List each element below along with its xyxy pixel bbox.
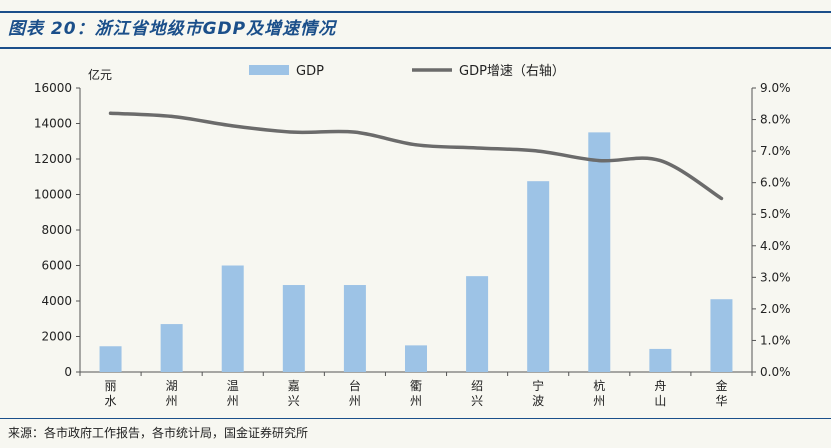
source-top-rule (0, 418, 831, 419)
gdp-growth-point (658, 159, 662, 163)
gdp-growth-point (170, 114, 174, 118)
right-axis-tick-label: 8.0% (760, 113, 791, 127)
gdp-bar (221, 265, 244, 372)
right-axis-tick-label: 9.0% (760, 81, 791, 95)
source-note: 来源：各市政府工作报告，各市统计局，国金证券研究所 (8, 426, 309, 440)
x-axis-tick-label: 舟山 (654, 379, 666, 408)
gdp-growth-line (108, 111, 724, 201)
gdp-bar (343, 285, 366, 372)
gdp-bar (466, 276, 489, 372)
left-axis-tick-label: 4000 (41, 294, 72, 308)
legend-gdp-swatch (249, 65, 289, 75)
left-axis-tick-label: 10000 (34, 188, 72, 202)
gdp-growth-point (414, 143, 418, 147)
right-axis-tick-label: 1.0% (760, 333, 791, 347)
legend-growth-label: GDP增速（右轴） (459, 64, 565, 79)
left-axis-tick-label: 2000 (41, 330, 72, 344)
left-axis-tick-label: 12000 (34, 152, 72, 166)
figure-title: 图表 20：浙江省地级市GDP及增速情况 (8, 19, 337, 39)
right-axis-tick-label: 6.0% (760, 176, 791, 190)
x-axis-tick-label: 湖州 (166, 378, 178, 408)
left-axis-tick-label: 0 (64, 365, 72, 379)
x-axis-tick-label: 衢州 (410, 379, 422, 408)
gdp-bar (527, 181, 550, 372)
x-axis-tick-label: 台州 (349, 378, 361, 408)
gdp-growth-point (292, 130, 296, 134)
gdp-growth-point (719, 196, 723, 200)
gdp-growth-point (231, 124, 235, 128)
x-axis-tick-label: 宁波 (532, 378, 544, 408)
left-axis-tick-label: 8000 (41, 223, 72, 237)
x-axis-tick-label: 丽水 (105, 379, 117, 408)
left-axis-tick-label: 6000 (41, 259, 72, 273)
legend-gdp-label: GDP (296, 64, 324, 79)
x-axis-tick-label: 金华 (715, 378, 727, 408)
right-axis-tick-label: 0.0% (760, 365, 791, 379)
gdp-growth-point (597, 159, 601, 163)
gdp-bar (405, 345, 427, 372)
left-axis-tick-label: 14000 (34, 117, 72, 131)
right-axis-tick-label: 4.0% (760, 239, 791, 253)
gdp-growth-point (475, 146, 479, 150)
gdp-bar (282, 285, 305, 372)
right-axis-tick-label: 5.0% (760, 207, 791, 221)
gdp-bar (649, 348, 672, 372)
x-axis-tick-label: 杭州 (593, 378, 605, 408)
gdp-bar (588, 132, 611, 372)
x-axis-tick-label: 温州 (227, 379, 239, 408)
title-top-rule (0, 11, 831, 13)
gdp-bar (710, 299, 733, 372)
gdp-growth-point (536, 149, 540, 153)
x-axis-tick-label: 绍兴 (471, 379, 483, 408)
x-axis-tick-label: 嘉兴 (288, 379, 300, 408)
right-axis-tick-label: 3.0% (760, 270, 791, 284)
right-axis-tick-label: 7.0% (760, 144, 791, 158)
title-bottom-rule (0, 47, 831, 49)
left-axis-unit: 亿元 (88, 67, 112, 82)
gdp-growth-point (109, 111, 113, 115)
gdp-growth-point (353, 130, 357, 134)
right-axis-tick-label: 2.0% (760, 302, 791, 316)
gdp-bar (160, 324, 183, 372)
gdp-bar (99, 346, 122, 372)
left-axis-tick-label: 16000 (34, 81, 72, 95)
